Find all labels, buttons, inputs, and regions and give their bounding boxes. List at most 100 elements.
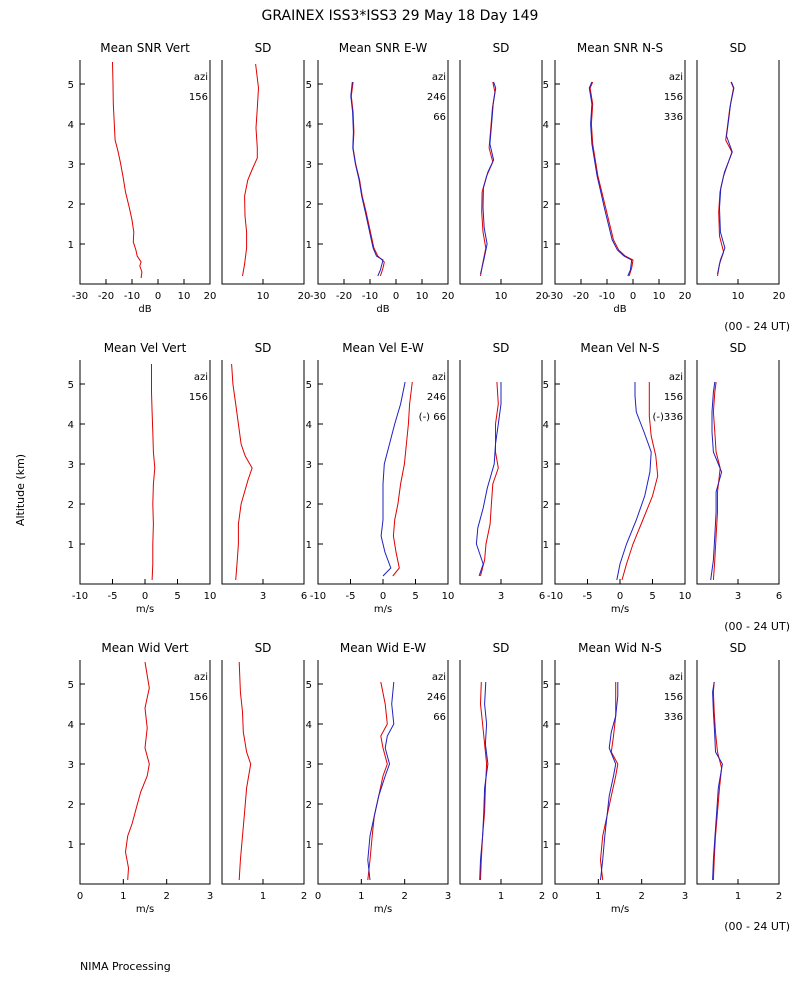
- y-tick-label: 5: [543, 680, 549, 691]
- panel-snr-2: Mean SNR E-W 1 2 3 4 5 -30 -20 -10 0 10 20 dB azi 246 6…: [306, 41, 455, 315]
- x-tick-label: 0: [380, 591, 386, 602]
- x-axis-label: m/s: [374, 604, 392, 615]
- x-tick-label: 10: [495, 291, 508, 302]
- panel-wid-0: Mean Wid Vert 1 2 3 4 5 0 1 2 3 m/s azi 156: [68, 641, 214, 915]
- x-tick-label: 3: [682, 891, 688, 902]
- y-tick-label: 3: [306, 760, 312, 771]
- panel-title: SD: [730, 41, 747, 55]
- legend-azimuth: 156: [189, 392, 208, 403]
- legend-azimuth: 156: [664, 392, 683, 403]
- x-tick-label: 5: [412, 591, 418, 602]
- panel-title: SD: [730, 341, 747, 355]
- panel-frame: [554, 660, 686, 885]
- series-line-red: [480, 381, 499, 577]
- series-line-blue: [710, 381, 723, 581]
- series-line-red: [231, 363, 253, 581]
- x-tick-label: -20: [98, 291, 114, 302]
- x-tick-label: -5: [346, 591, 356, 602]
- panel-vel-4: Mean Vel N-S 1 2 3 4 5 -10 -5 0 5 10 m/s azi 156 (-)33…: [543, 341, 692, 615]
- x-tick-label: 6: [539, 591, 545, 602]
- panel-frame: [696, 60, 780, 285]
- panel-frame: [696, 660, 780, 885]
- panel-wid-4: Mean Wid N-S 1 2 3 4 5 0 1 2 3 m/s azi 156 336: [543, 641, 689, 915]
- ut-note-snr: (00 - 24 UT): [724, 320, 790, 333]
- panel-title: Mean Wid Vert: [101, 641, 188, 655]
- legend-azi-label: azi: [432, 672, 446, 683]
- series-line-blue: [479, 681, 489, 881]
- panel-vel-0: Mean Vel Vert 1 2 3 4 5 -10 -5 0 5 10 m/s azi 156: [68, 341, 217, 615]
- series-line-red: [112, 61, 143, 279]
- series-line-red: [717, 81, 735, 277]
- y-tick-label: 1: [68, 840, 74, 851]
- series-line-blue: [367, 681, 395, 881]
- legend-azi-label: azi: [194, 72, 208, 83]
- panel-frame: [221, 60, 305, 285]
- x-axis-label: m/s: [611, 604, 629, 615]
- panel-title: Mean Vel E-W: [342, 341, 424, 355]
- x-axis-label: m/s: [611, 904, 629, 915]
- x-tick-label: 20: [536, 291, 549, 302]
- x-tick-label: 0: [315, 891, 321, 902]
- x-axis-label: dB: [376, 304, 389, 315]
- x-axis-label: m/s: [136, 904, 154, 915]
- x-tick-label: -10: [124, 291, 140, 302]
- series-line-blue: [600, 682, 619, 881]
- legend-azi-label: azi: [432, 72, 446, 83]
- x-tick-label: 10: [257, 291, 270, 302]
- y-tick-label: 1: [543, 840, 549, 851]
- panel-wid-2: Mean Wid E-W 1 2 3 4 5 0 1 2 3 m/s azi 246 66: [306, 641, 452, 915]
- panel-frame: [554, 60, 686, 285]
- x-tick-label: 2: [776, 891, 782, 902]
- legend-azimuth: 246: [427, 92, 446, 103]
- x-axis-label: dB: [138, 304, 151, 315]
- series-line-red: [124, 661, 150, 881]
- series-line-blue: [380, 381, 406, 577]
- x-axis-label: m/s: [374, 904, 392, 915]
- panel-title: Mean Wid E-W: [340, 641, 426, 655]
- panel-title: Mean SNR Vert: [100, 41, 190, 55]
- legend-azi-label: azi: [194, 372, 208, 383]
- figure-title: GRAINEX ISS3*ISS3 29 May 18 Day 149: [262, 8, 539, 24]
- series-line-red: [238, 661, 252, 881]
- x-tick-label: 20: [442, 291, 455, 302]
- panel-snr-1: SD 10 20: [221, 41, 310, 302]
- y-tick-label: 2: [306, 500, 312, 511]
- panel-title: SD: [255, 41, 272, 55]
- footer-credit: NIMA Processing: [80, 960, 171, 973]
- x-tick-label: 3: [498, 591, 504, 602]
- x-axis-label: dB: [613, 304, 626, 315]
- panel-wid-3: SD 1 2: [459, 641, 545, 902]
- ut-note-wid: (00 - 24 UT): [724, 920, 790, 933]
- x-tick-label: 1: [358, 891, 364, 902]
- x-tick-label: 3: [207, 891, 213, 902]
- y-tick-label: 4: [68, 420, 74, 431]
- x-tick-label: 5: [174, 591, 180, 602]
- series-line-red: [350, 81, 385, 277]
- panel-frame: [221, 660, 305, 885]
- x-tick-label: 10: [732, 291, 745, 302]
- x-tick-label: 20: [679, 291, 692, 302]
- x-tick-label: -20: [336, 291, 352, 302]
- x-tick-label: 0: [630, 291, 636, 302]
- x-tick-label: -30: [310, 291, 326, 302]
- x-tick-label: 3: [260, 591, 266, 602]
- series-line-blue: [350, 81, 384, 277]
- y-tick-label: 4: [543, 120, 549, 131]
- x-tick-label: 0: [155, 291, 161, 302]
- y-tick-label: 5: [68, 80, 74, 91]
- panel-title: SD: [493, 41, 510, 55]
- y-tick-label: 1: [543, 240, 549, 251]
- y-tick-label: 2: [543, 800, 549, 811]
- x-tick-label: 10: [178, 291, 191, 302]
- y-tick-label: 3: [543, 760, 549, 771]
- legend-azimuth: 336: [664, 112, 683, 123]
- series-line-red: [621, 382, 659, 581]
- x-tick-label: 1: [260, 891, 266, 902]
- x-tick-label: 1: [595, 891, 601, 902]
- x-tick-label: -30: [547, 291, 563, 302]
- x-tick-label: -10: [547, 591, 563, 602]
- x-tick-label: 3: [735, 591, 741, 602]
- y-tick-label: 3: [306, 160, 312, 171]
- panel-title: Mean SNR N-S: [577, 41, 663, 55]
- x-tick-label: -10: [72, 591, 88, 602]
